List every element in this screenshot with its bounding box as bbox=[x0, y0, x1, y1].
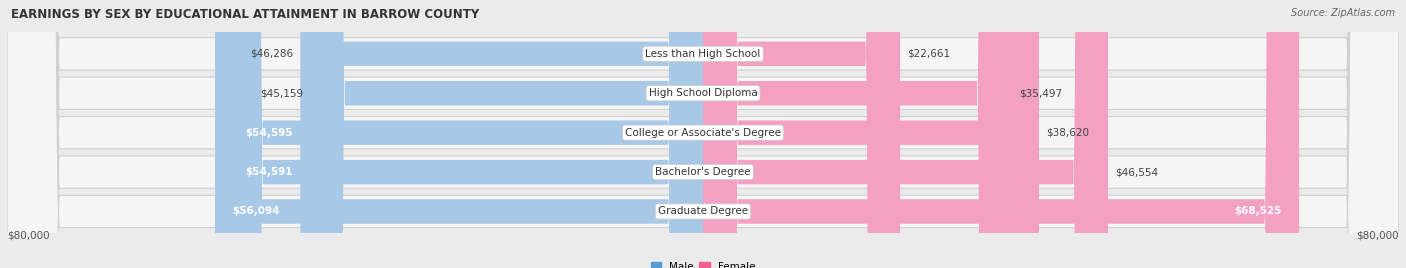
Text: High School Diploma: High School Diploma bbox=[648, 88, 758, 98]
FancyBboxPatch shape bbox=[228, 0, 703, 268]
FancyBboxPatch shape bbox=[215, 0, 703, 268]
Text: Less than High School: Less than High School bbox=[645, 49, 761, 59]
Legend: Male, Female: Male, Female bbox=[651, 262, 755, 268]
Text: $56,094: $56,094 bbox=[232, 206, 280, 217]
FancyBboxPatch shape bbox=[703, 0, 900, 268]
Text: Graduate Degree: Graduate Degree bbox=[658, 206, 748, 217]
Text: $54,591: $54,591 bbox=[246, 167, 292, 177]
FancyBboxPatch shape bbox=[228, 0, 703, 268]
FancyBboxPatch shape bbox=[7, 0, 1399, 268]
FancyBboxPatch shape bbox=[7, 0, 1399, 268]
FancyBboxPatch shape bbox=[703, 0, 1108, 268]
Text: EARNINGS BY SEX BY EDUCATIONAL ATTAINMENT IN BARROW COUNTY: EARNINGS BY SEX BY EDUCATIONAL ATTAINMEN… bbox=[11, 8, 479, 21]
FancyBboxPatch shape bbox=[311, 0, 703, 268]
FancyBboxPatch shape bbox=[703, 0, 1299, 268]
Text: $80,000: $80,000 bbox=[7, 230, 49, 240]
Text: $38,620: $38,620 bbox=[1046, 128, 1088, 138]
Text: $35,497: $35,497 bbox=[1019, 88, 1062, 98]
FancyBboxPatch shape bbox=[703, 0, 1039, 268]
Text: Source: ZipAtlas.com: Source: ZipAtlas.com bbox=[1291, 8, 1395, 18]
FancyBboxPatch shape bbox=[7, 0, 1399, 268]
Text: $45,159: $45,159 bbox=[260, 88, 304, 98]
Text: Bachelor's Degree: Bachelor's Degree bbox=[655, 167, 751, 177]
Text: College or Associate's Degree: College or Associate's Degree bbox=[626, 128, 780, 138]
FancyBboxPatch shape bbox=[301, 0, 703, 268]
Text: $54,595: $54,595 bbox=[246, 128, 292, 138]
Text: $80,000: $80,000 bbox=[1357, 230, 1399, 240]
Text: $46,286: $46,286 bbox=[250, 49, 294, 59]
Text: $68,525: $68,525 bbox=[1234, 206, 1282, 217]
FancyBboxPatch shape bbox=[703, 0, 1012, 268]
FancyBboxPatch shape bbox=[7, 0, 1399, 268]
Text: $46,554: $46,554 bbox=[1115, 167, 1159, 177]
Text: $22,661: $22,661 bbox=[907, 49, 950, 59]
FancyBboxPatch shape bbox=[7, 0, 1399, 268]
